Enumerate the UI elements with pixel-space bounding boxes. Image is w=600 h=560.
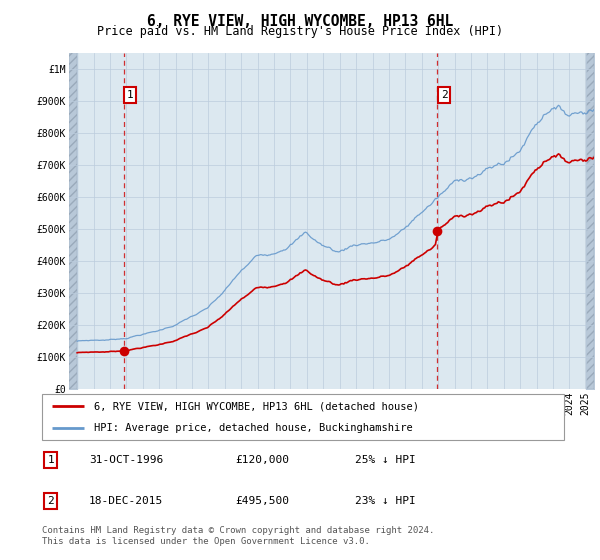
Text: 18-DEC-2015: 18-DEC-2015 [89,496,163,506]
Text: 1: 1 [127,90,134,100]
Text: 1: 1 [47,455,54,465]
Text: £495,500: £495,500 [235,496,289,506]
Text: 6, RYE VIEW, HIGH WYCOMBE, HP13 6HL (detached house): 6, RYE VIEW, HIGH WYCOMBE, HP13 6HL (det… [94,401,419,411]
Text: 31-OCT-1996: 31-OCT-1996 [89,455,163,465]
Text: £120,000: £120,000 [235,455,289,465]
Text: 23% ↓ HPI: 23% ↓ HPI [355,496,416,506]
Text: 6, RYE VIEW, HIGH WYCOMBE, HP13 6HL: 6, RYE VIEW, HIGH WYCOMBE, HP13 6HL [147,14,453,29]
Text: Price paid vs. HM Land Registry's House Price Index (HPI): Price paid vs. HM Land Registry's House … [97,25,503,38]
Text: 2: 2 [441,90,448,100]
Text: 25% ↓ HPI: 25% ↓ HPI [355,455,416,465]
Text: HPI: Average price, detached house, Buckinghamshire: HPI: Average price, detached house, Buck… [94,423,413,433]
FancyBboxPatch shape [42,394,564,440]
Text: Contains HM Land Registry data © Crown copyright and database right 2024.
This d: Contains HM Land Registry data © Crown c… [42,526,434,546]
Text: 2: 2 [47,496,54,506]
